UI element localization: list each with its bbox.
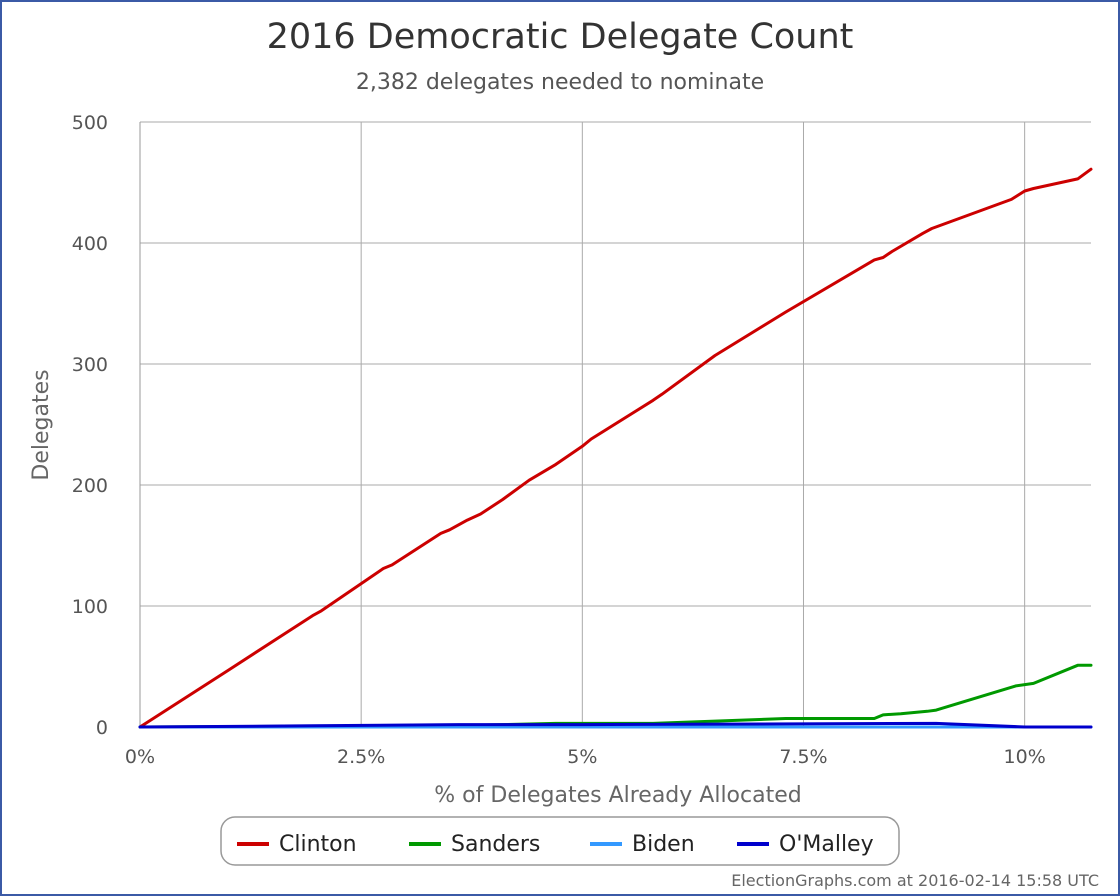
y-tick-label: 300 [72, 354, 108, 376]
x-tick-label: 0% [125, 746, 155, 768]
x-tick-label: 10% [1004, 746, 1046, 768]
x-axis-title: % of Delegates Already Allocated [434, 783, 801, 808]
legend-label-sanders: Sanders [451, 832, 540, 857]
y-axis-ticks: 0 100 200 300 400 500 [72, 112, 108, 739]
legend-label-clinton: Clinton [279, 832, 357, 857]
y-tick-label: 0 [96, 717, 108, 739]
legend-label-omalley: O'Malley [779, 832, 874, 857]
chart-subtitle: 2,382 delegates needed to nominate [356, 70, 764, 95]
y-axis-title: Delegates [29, 369, 54, 480]
legend-label-biden: Biden [632, 832, 695, 857]
series-line-clinton [138, 167, 1093, 729]
series-line-sanders [138, 663, 1093, 729]
chart-title: 2016 Democratic Delegate Count [267, 17, 854, 57]
x-axis-ticks: 0% 2.5% 5% 7.5% 10% [125, 746, 1046, 768]
y-tick-label: 100 [72, 596, 108, 618]
credit-text: ElectionGraphs.com at 2016-02-14 15:58 U… [731, 871, 1099, 890]
series-line-omalley [138, 721, 1093, 729]
x-tick-label: 7.5% [779, 746, 827, 768]
y-tick-label: 400 [72, 233, 108, 255]
y-tick-label: 500 [72, 112, 108, 134]
legend: Clinton Sanders Biden O'Malley [237, 832, 874, 857]
x-tick-label: 5% [567, 746, 597, 768]
y-tick-label: 200 [72, 475, 108, 497]
series-lines [138, 167, 1093, 729]
x-tick-label: 2.5% [337, 746, 385, 768]
legend-box [220, 816, 900, 866]
